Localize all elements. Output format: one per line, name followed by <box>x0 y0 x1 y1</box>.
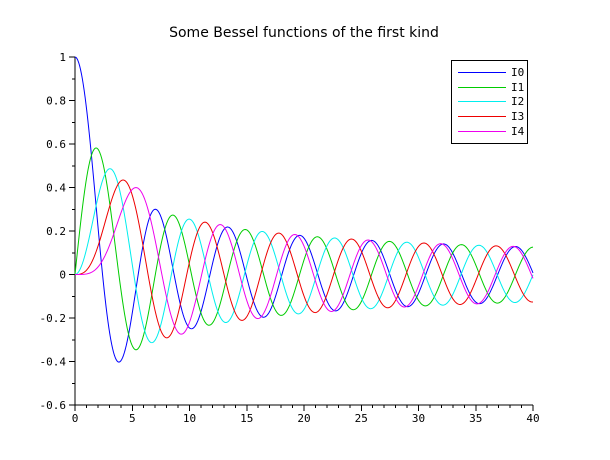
legend-label-I0: I0 <box>511 65 525 79</box>
legend-swatch-I3 <box>458 116 506 118</box>
x-tick-label: 40 <box>526 412 539 425</box>
y-tick-label: 1 <box>59 51 66 64</box>
x-tick-label: 10 <box>183 412 196 425</box>
curves <box>74 56 534 363</box>
legend-label-I3: I3 <box>511 110 525 124</box>
y-tick-label: 0.4 <box>46 182 66 195</box>
legend-swatch-I2 <box>458 101 506 103</box>
legend: I0 I1 I2 I3 I4 <box>451 60 528 144</box>
legend-entry-I0: I0 <box>452 65 527 79</box>
y-tick-label: 0.8 <box>46 95 66 108</box>
chart-title: Some Bessel functions of the first kind <box>169 25 439 41</box>
legend-swatch-I0 <box>458 71 506 73</box>
y-tick-label: 0.2 <box>46 225 66 238</box>
legend-swatch-I4 <box>458 131 506 133</box>
x-tick-label: 30 <box>412 412 425 425</box>
legend-swatch-I1 <box>458 86 506 88</box>
axes: 0 5 10 15 20 25 30 35 40 1 0.8 0.6 0.4 0.2 0 -0.2 -0.4 -0… <box>40 51 540 425</box>
x-tick-label: 25 <box>355 412 368 425</box>
legend-entry-I4: I4 <box>452 125 527 139</box>
x-tick-label: 35 <box>469 412 482 425</box>
legend-label-I1: I1 <box>511 80 525 94</box>
series-curve-I4 <box>75 187 534 335</box>
y-tick-label: -0.2 <box>40 312 67 325</box>
series-curve-I2 <box>74 168 534 344</box>
legend-entry-I2: I2 <box>452 95 527 109</box>
series-curve-I1 <box>74 147 534 351</box>
x-tick-label: 15 <box>240 412 253 425</box>
x-tick-label: 5 <box>129 412 136 425</box>
y-tick-label: -0.4 <box>40 356 67 369</box>
x-tick-label: 20 <box>297 412 310 425</box>
legend-label-I4: I4 <box>511 125 525 139</box>
legend-entry-I3: I3 <box>452 110 527 124</box>
x-tick-label: 0 <box>72 412 79 425</box>
y-tick-label: -0.6 <box>40 399 67 412</box>
legend-label-I2: I2 <box>511 95 525 109</box>
y-tick-label: 0.6 <box>46 138 66 151</box>
series-curve-I3 <box>75 179 534 339</box>
legend-entry-I1: I1 <box>452 80 527 94</box>
series-curve-I0 <box>74 56 534 363</box>
y-tick-label: 0 <box>59 269 66 282</box>
